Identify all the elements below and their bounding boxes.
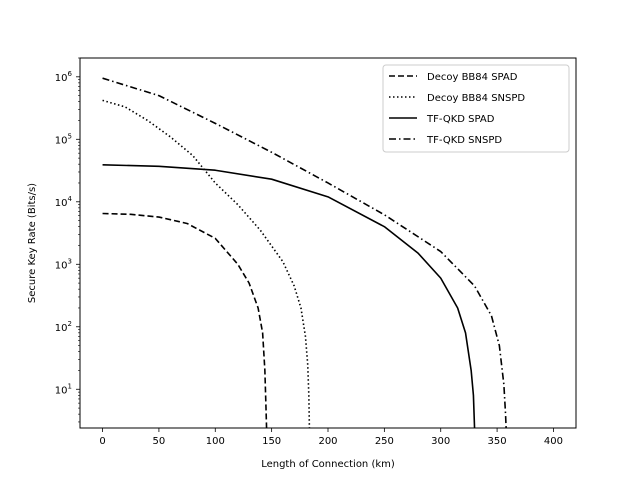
y-axis-label: Secure Key Rate (Bits/s) — [27, 183, 38, 303]
x-tick-label: 200 — [318, 436, 337, 447]
y-tick-label: 102 — [55, 320, 72, 334]
y-tick-label: 101 — [55, 382, 72, 396]
x-tick-label: 0 — [99, 436, 105, 447]
series-layer — [102, 77, 507, 428]
legend-label: TF-QKD SNSPD — [426, 135, 502, 146]
legend-label: Decoy BB84 SPAD — [427, 72, 518, 83]
x-tick-label: 250 — [375, 436, 394, 447]
legend: Decoy BB84 SPAD Decoy BB84 SNSPD TF-QKD SP… — [382, 64, 570, 153]
y-tick-label: 103 — [55, 257, 72, 271]
x-tick-label: 150 — [262, 436, 281, 447]
y-tick-label: 105 — [55, 132, 72, 146]
legend-label: TF-QKD SPAD — [426, 114, 495, 125]
legend-label: Decoy BB84 SNSPD — [427, 93, 525, 104]
y-axis-ticks: 101 102 103 104 105 106 — [55, 57, 80, 423]
series-line-3 — [102, 164, 476, 428]
x-tick-label: 400 — [544, 436, 563, 447]
x-tick-label: 50 — [153, 436, 166, 447]
x-tick-label: 300 — [431, 436, 450, 447]
series-line-1 — [102, 212, 268, 428]
x-axis-ticks: 0 50 100 150 200 250 300 350 400 — [99, 428, 563, 447]
legend-box — [382, 64, 570, 153]
x-axis-label: Length of Connection (km) — [261, 459, 395, 470]
x-tick-label: 350 — [488, 436, 507, 447]
y-tick-label: 104 — [55, 195, 73, 209]
y-tick-label: 106 — [55, 70, 73, 84]
x-tick-label: 100 — [206, 436, 225, 447]
series-line-4 — [102, 77, 507, 428]
legend-entries: Decoy BB84 SPAD Decoy BB84 SNSPD TF-QKD SP… — [389, 72, 525, 146]
